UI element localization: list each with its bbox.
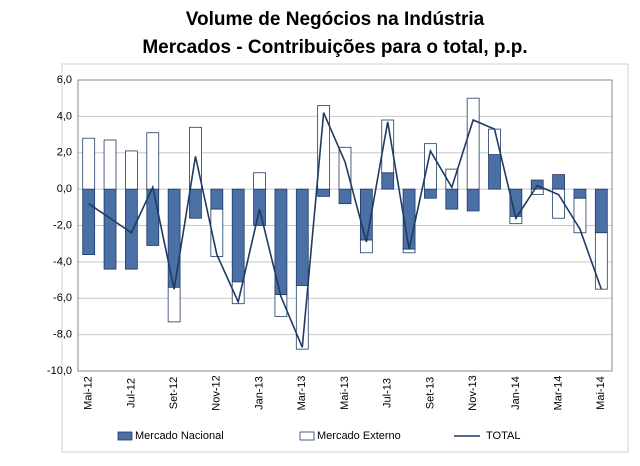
bar (338, 146, 352, 190)
bar (210, 188, 224, 210)
bar (189, 188, 202, 219)
bar (594, 188, 608, 234)
chart-subtitle: Mercados - Contribuições para o total, p… (142, 37, 527, 58)
bar (594, 232, 608, 290)
bar (445, 168, 459, 190)
y-tick-label: 2,0 (57, 147, 72, 159)
legend-label: Mercado Nacional (135, 430, 224, 442)
y-tick-label: -8,0 (53, 329, 72, 341)
bar (488, 128, 501, 155)
bar (253, 188, 266, 226)
x-tick-label: Mar-13 (296, 376, 308, 411)
bar (82, 137, 96, 190)
x-tick-label: Set-12 (168, 377, 180, 409)
bar (445, 188, 459, 210)
y-tick-label: -6,0 (53, 292, 72, 304)
bar (125, 150, 138, 190)
bar (573, 188, 587, 199)
plot-frame (77, 79, 613, 372)
x-tick-label: Mar-14 (553, 376, 565, 411)
bar (381, 172, 395, 190)
bar (402, 188, 416, 250)
chart-title: Volume de Negócios na Indústria (186, 9, 485, 30)
bar (167, 286, 181, 323)
bar (466, 97, 480, 190)
bar (103, 188, 117, 270)
total-line (88, 112, 603, 348)
y-tick-label: 4,0 (57, 110, 72, 122)
bar (402, 248, 416, 254)
bar (573, 197, 587, 234)
bar (295, 188, 309, 286)
y-tick-label: 0,0 (57, 183, 72, 195)
bar (231, 188, 245, 283)
bar (253, 172, 266, 190)
chart-frame (61, 63, 629, 453)
bar (466, 188, 480, 212)
bar (317, 105, 331, 190)
bar (103, 139, 117, 190)
y-tick-label: -2,0 (53, 219, 72, 231)
x-tick-label: Jul-12 (125, 378, 137, 408)
x-tick-label: Jan-13 (253, 376, 265, 410)
bar (530, 188, 544, 195)
bar (338, 188, 352, 205)
x-tick-label: Nov-12 (211, 375, 223, 410)
legend-swatch (117, 431, 133, 441)
bar (82, 188, 96, 255)
bar (146, 132, 160, 190)
bar (424, 188, 437, 199)
bar (295, 285, 309, 350)
x-tick-label: Mai-12 (83, 376, 95, 410)
bar (317, 188, 331, 197)
bar (552, 174, 565, 190)
legend-label: Mercado Externo (317, 430, 401, 442)
x-tick-label: Jul-13 (382, 378, 394, 408)
legend-label: TOTAL (486, 430, 520, 442)
y-tick-label: -10,0 (47, 365, 72, 377)
y-tick-label: -4,0 (53, 256, 72, 268)
y-tick-label: 6,0 (57, 74, 72, 86)
x-tick-label: Set-13 (424, 377, 436, 409)
bar (488, 154, 501, 190)
x-tick-label: Mai-13 (339, 376, 351, 410)
bar (424, 143, 437, 190)
x-tick-label: Nov-13 (467, 375, 479, 410)
legend-swatch (299, 431, 315, 441)
x-tick-label: Jan-14 (510, 376, 522, 410)
x-tick-label: Mai-14 (595, 376, 607, 410)
bar (381, 119, 395, 174)
